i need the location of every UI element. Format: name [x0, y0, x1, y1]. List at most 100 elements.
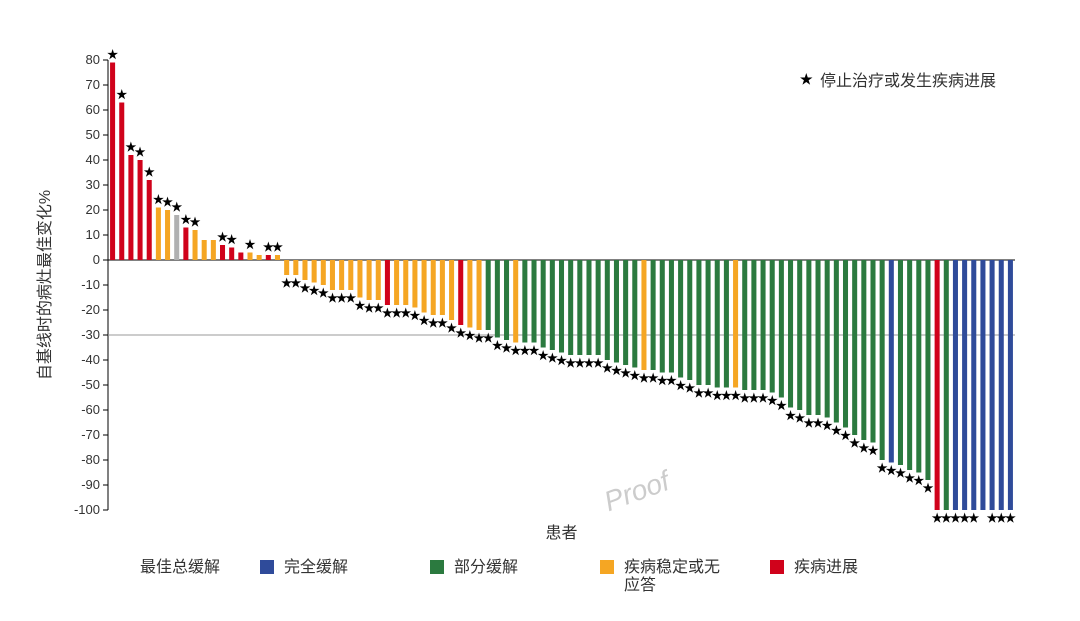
- bar: [385, 260, 390, 305]
- bar: [531, 260, 536, 343]
- star-icon: ★: [1005, 511, 1016, 525]
- bar: [733, 260, 738, 388]
- bar: [376, 260, 381, 300]
- y-tick-label: 40: [86, 152, 100, 167]
- bar: [596, 260, 601, 355]
- bar: [962, 260, 967, 510]
- bar: [898, 260, 903, 465]
- star-icon: ★: [245, 238, 256, 252]
- star-icon: ★: [144, 165, 155, 179]
- bar: [1008, 260, 1013, 510]
- y-tick-label: -80: [81, 452, 100, 467]
- bar: [990, 260, 995, 510]
- bar: [147, 180, 152, 260]
- bar: [605, 260, 610, 360]
- bar: [339, 260, 344, 290]
- bar: [211, 240, 216, 260]
- star-icon: ★: [272, 240, 283, 254]
- y-tick-label: -20: [81, 302, 100, 317]
- y-tick-label: -90: [81, 477, 100, 492]
- y-tick-label: 70: [86, 77, 100, 92]
- bar: [403, 260, 408, 305]
- star-icon: ★: [107, 48, 118, 62]
- y-tick-label: -60: [81, 402, 100, 417]
- bar: [834, 260, 839, 423]
- y-tick-label: -40: [81, 352, 100, 367]
- star-icon: ★: [923, 481, 934, 495]
- bar: [623, 260, 628, 365]
- bar: [586, 260, 591, 355]
- bar: [971, 260, 976, 510]
- bar: [477, 260, 482, 330]
- bar: [779, 260, 784, 398]
- bar: [577, 260, 582, 355]
- star-icon: ★: [800, 71, 813, 87]
- bar: [935, 260, 940, 510]
- y-tick-label: -30: [81, 327, 100, 342]
- bar: [770, 260, 775, 393]
- bar: [751, 260, 756, 390]
- bar: [669, 260, 674, 373]
- bar: [660, 260, 665, 373]
- bar: [944, 260, 949, 510]
- bar: [742, 260, 747, 390]
- legend-title: 最佳总缓解: [140, 558, 220, 576]
- bar: [651, 260, 656, 370]
- bar: [678, 260, 683, 378]
- bar: [550, 260, 555, 350]
- x-axis-title: 患者: [545, 524, 577, 542]
- bar: [486, 260, 491, 330]
- bar: [696, 260, 701, 385]
- star-icon: ★: [968, 511, 979, 525]
- bar: [522, 260, 527, 343]
- legend-swatch: [770, 560, 784, 574]
- bar: [119, 103, 124, 261]
- bar: [632, 260, 637, 368]
- bar: [302, 260, 307, 280]
- bar: [797, 260, 802, 410]
- bar: [870, 260, 875, 443]
- legend-item-label: 疾病进展: [794, 558, 858, 576]
- y-tick-label: 50: [86, 127, 100, 142]
- bar: [238, 253, 243, 261]
- bar: [257, 255, 262, 260]
- bar: [706, 260, 711, 385]
- bar: [220, 245, 225, 260]
- bar: [284, 260, 289, 275]
- bar: [761, 260, 766, 390]
- star-icon: ★: [135, 145, 146, 159]
- legend-item-label: 应答: [624, 575, 656, 594]
- star-icon: ★: [868, 444, 879, 458]
- bar: [843, 260, 848, 428]
- legend-swatch: [430, 560, 444, 574]
- star-icon: ★: [226, 233, 237, 247]
- star-annotation-label: 停止治疗或发生疾病进展: [820, 72, 996, 90]
- y-tick-label: 0: [93, 252, 100, 267]
- bar: [559, 260, 564, 353]
- bar: [999, 260, 1004, 510]
- bar: [321, 260, 326, 285]
- bar: [495, 260, 500, 338]
- y-tick-label: 20: [86, 202, 100, 217]
- y-tick-label: 80: [86, 52, 100, 67]
- y-tick-label: 10: [86, 227, 100, 242]
- bar: [953, 260, 958, 510]
- bar: [880, 260, 885, 460]
- bar: [449, 260, 454, 320]
- bar: [247, 253, 252, 261]
- bar: [422, 260, 427, 313]
- y-tick-label: -50: [81, 377, 100, 392]
- bar: [980, 260, 985, 510]
- waterfall-chart: -100-90-80-70-60-50-40-30-20-10010203040…: [0, 0, 1080, 621]
- bar: [513, 260, 518, 343]
- y-tick-label: -10: [81, 277, 100, 292]
- bar: [641, 260, 646, 370]
- bar: [110, 63, 115, 261]
- watermark: Proof: [600, 464, 677, 517]
- star-icon: ★: [190, 215, 201, 229]
- bar: [925, 260, 930, 480]
- bar: [193, 230, 198, 260]
- bar: [861, 260, 866, 440]
- bar: [183, 228, 188, 261]
- legend-swatch: [260, 560, 274, 574]
